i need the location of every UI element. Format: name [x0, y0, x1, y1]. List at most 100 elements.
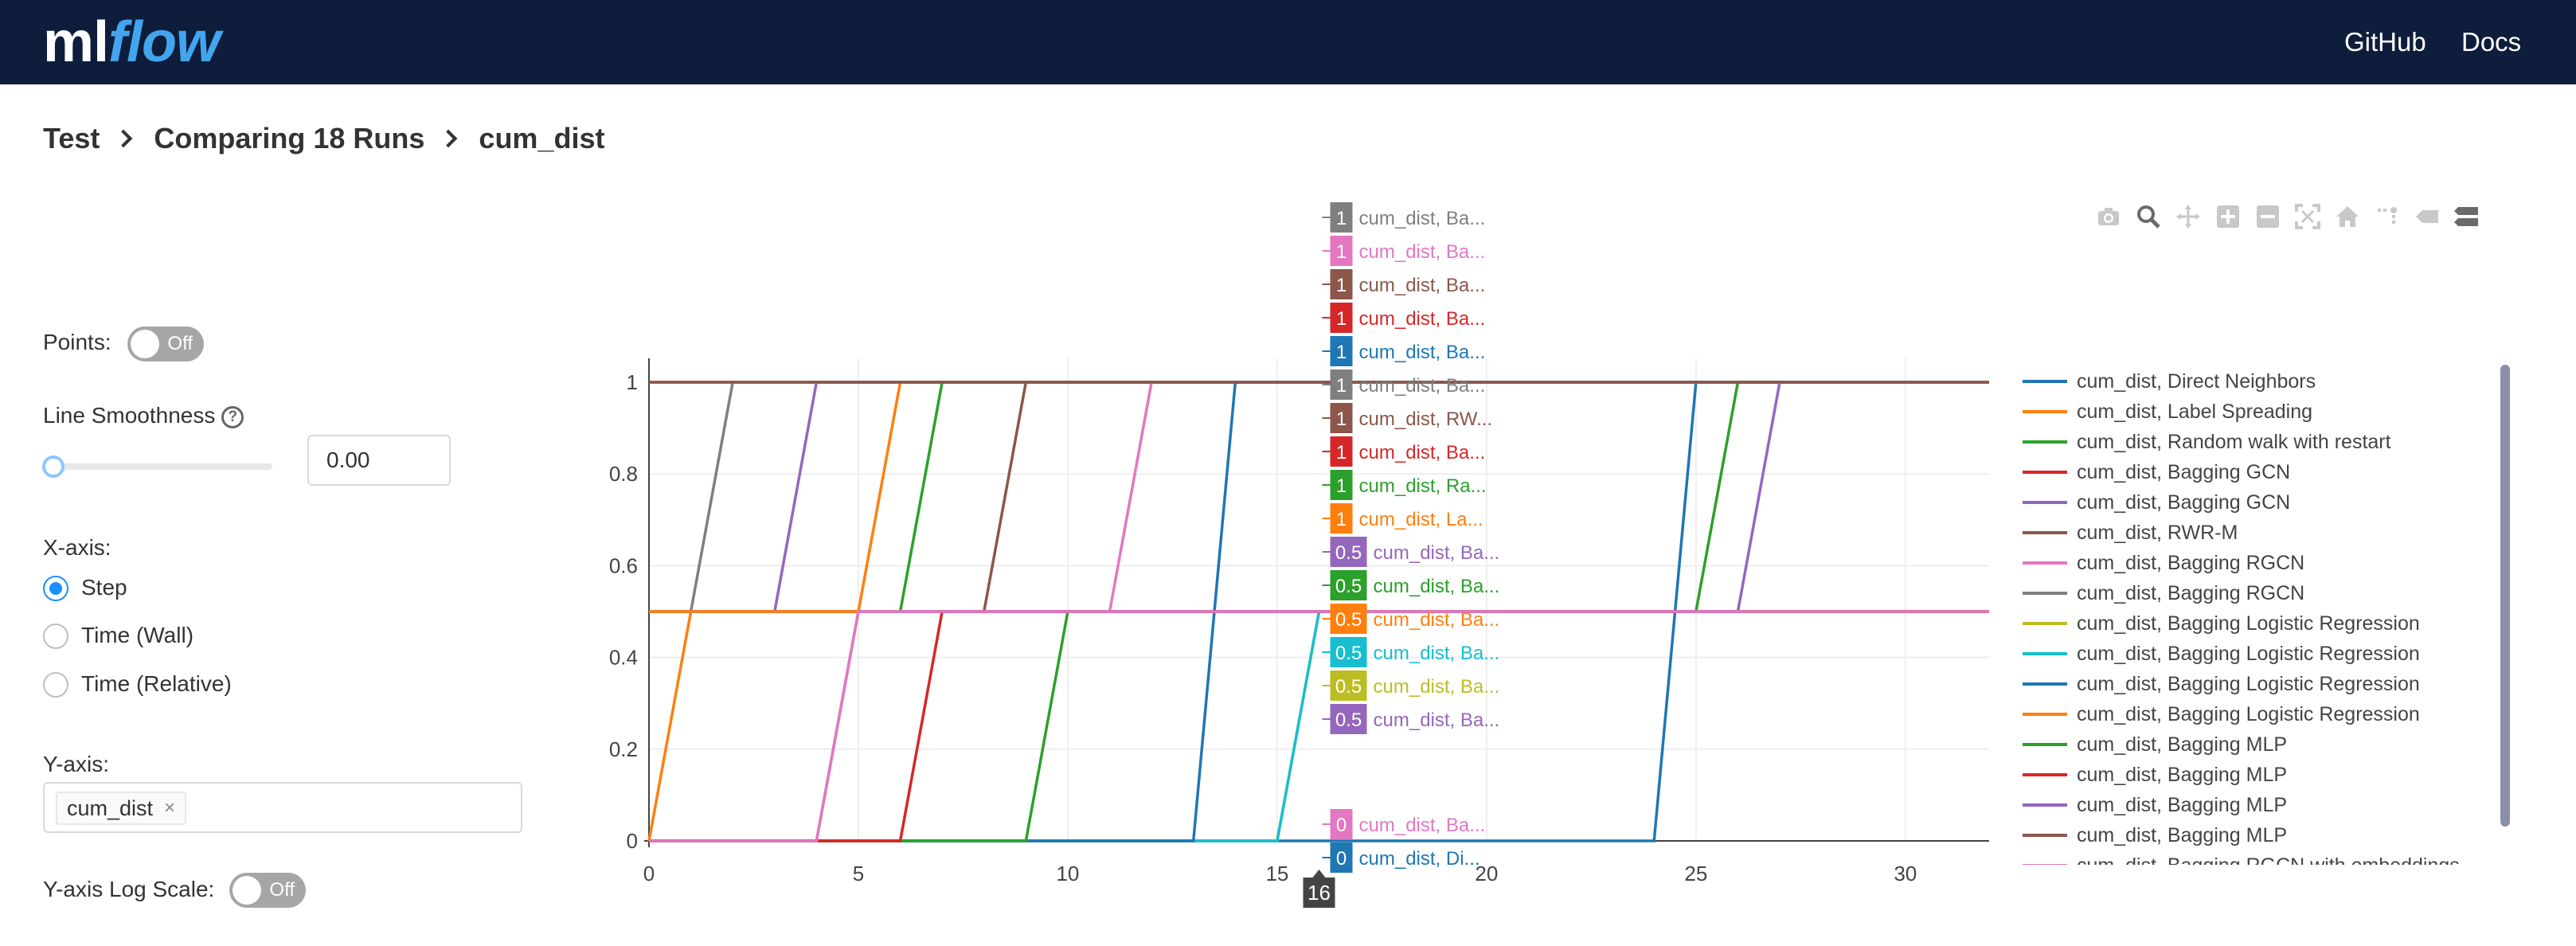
- github-link[interactable]: GitHub: [2344, 27, 2426, 57]
- legend-item[interactable]: cum_dist, Label Spreading: [2023, 397, 2312, 427]
- x-tick-label: 20: [1475, 862, 1498, 885]
- legend-item[interactable]: cum_dist, Random walk with restart: [2023, 427, 2391, 457]
- legend-item[interactable]: cum_dist, Bagging MLP: [2023, 820, 2287, 850]
- y-tick-label: 0.8: [609, 462, 638, 486]
- x-tick-label: 25: [1684, 862, 1707, 885]
- points-toggle-label: Off: [167, 333, 193, 354]
- hover-compare-icon[interactable]: [2453, 202, 2481, 231]
- legend-item[interactable]: cum_dist, Bagging RGCN: [2023, 578, 2304, 608]
- legend-item[interactable]: cum_dist, Bagging MLP: [2023, 729, 2287, 760]
- xaxis-relative-radio[interactable]: [43, 672, 68, 698]
- legend-label: cum_dist, Bagging RGCN: [2077, 581, 2305, 604]
- y-axis-label: Y-axis:: [43, 752, 110, 776]
- hover-series-label: cum_dist, Ba...: [1374, 576, 1500, 597]
- pan-icon[interactable]: [2174, 202, 2203, 231]
- plot-modebar: [2094, 202, 2481, 231]
- log-scale-toggle-label: Off: [269, 879, 295, 901]
- points-toggle[interactable]: Off: [127, 326, 204, 362]
- legend-swatch: [2023, 501, 2067, 504]
- legend-item[interactable]: cum_dist, Bagging Logistic Regression: [2023, 699, 2420, 729]
- legend-item[interactable]: cum_dist, Bagging Logistic Regression: [2023, 639, 2420, 669]
- hover-value: 0.5: [1335, 542, 1362, 564]
- legend-item[interactable]: cum_dist, Bagging MLP: [2023, 760, 2287, 790]
- x-axis-label: X-axis:: [43, 535, 111, 560]
- zoom-out-icon[interactable]: [2254, 202, 2282, 231]
- smoothness-input[interactable]: 0.00: [307, 435, 451, 486]
- legend-swatch: [2023, 682, 2067, 686]
- hover-value-box: [1330, 436, 1353, 467]
- question-circle-icon[interactable]: ?: [221, 405, 244, 428]
- x-tick-label: 0: [643, 862, 655, 885]
- log-scale-label: Y-axis Log Scale:: [43, 877, 215, 901]
- reset-axes-icon[interactable]: [2333, 202, 2362, 231]
- breadcrumb-experiment[interactable]: Test: [43, 122, 100, 154]
- hover-series-label: cum_dist, RW...: [1359, 408, 1493, 430]
- legend-item[interactable]: cum_dist, Bagging MLP: [2023, 790, 2287, 820]
- series-line-5: [649, 381, 1989, 613]
- zoom-in-icon[interactable]: [2214, 202, 2242, 231]
- hover-x-box: [1303, 878, 1335, 908]
- hover-value-box: [1330, 842, 1353, 873]
- camera-icon[interactable]: [2094, 202, 2123, 231]
- hover-value-box: [1330, 403, 1353, 433]
- toggle-knob: [233, 876, 261, 905]
- chart-series: [647, 381, 1989, 842]
- mlflow-logo[interactable]: mlflow: [43, 5, 221, 80]
- legend-swatch: [2023, 713, 2067, 716]
- legend-swatch: [2023, 561, 2067, 565]
- close-icon[interactable]: ×: [164, 797, 176, 819]
- legend-swatch: [2023, 622, 2067, 625]
- breadcrumb-compare-runs[interactable]: Comparing 18 Runs: [154, 122, 425, 154]
- hover-series-label: cum_dist, Ba...: [1374, 542, 1500, 564]
- xaxis-relative-label[interactable]: Time (Relative): [81, 671, 232, 696]
- hover-value-box: [1330, 470, 1353, 500]
- log-scale-toggle[interactable]: Off: [229, 873, 306, 908]
- smoothness-slider-track[interactable]: [53, 463, 272, 470]
- hover-value-box: [1330, 570, 1367, 600]
- hover-series-label: cum_dist, La...: [1359, 509, 1483, 530]
- legend-item[interactable]: cum_dist, Bagging RGCN: [2023, 548, 2304, 578]
- hover-series-label: cum_dist, Ba...: [1359, 342, 1486, 363]
- legend-swatch: [2023, 440, 2067, 444]
- autoscale-icon[interactable]: [2293, 202, 2322, 231]
- hover-value: 1: [1336, 475, 1347, 497]
- legend-swatch: [2023, 471, 2067, 474]
- zoom-icon[interactable]: [2134, 202, 2163, 231]
- legend-item[interactable]: cum_dist, Direct Neighbors: [2023, 366, 2316, 397]
- legend-label: cum_dist, Random walk with restart: [2077, 430, 2391, 453]
- legend-item[interactable]: cum_dist, Bagging RGCN with embeddings: [2023, 850, 2460, 865]
- hover-series-label: cum_dist, Ba...: [1374, 643, 1500, 664]
- legend-item[interactable]: cum_dist, RWR-M: [2023, 518, 2238, 548]
- points-label: Points:: [43, 330, 111, 354]
- legend-label: cum_dist, Bagging Logistic Regression: [2077, 702, 2420, 725]
- legend-swatch: [2023, 834, 2067, 837]
- smoothness-slider-handle[interactable]: [42, 455, 64, 478]
- xaxis-step-radio[interactable]: [43, 576, 68, 601]
- xaxis-wall-label[interactable]: Time (Wall): [81, 623, 194, 647]
- hover-series-label: cum_dist, Ba...: [1359, 241, 1486, 263]
- y-tick-label: 0: [627, 829, 638, 853]
- hover-value: 0.5: [1335, 710, 1362, 731]
- legend-item[interactable]: cum_dist, Bagging GCN: [2023, 487, 2290, 518]
- y-axis-metric-select[interactable]: cum_dist ×: [43, 782, 522, 833]
- docs-link[interactable]: Docs: [2461, 27, 2522, 57]
- spike-lines-icon[interactable]: [2373, 202, 2402, 231]
- hover-value-box: [1330, 269, 1353, 299]
- hover-series-label: cum_dist, Ba...: [1359, 375, 1486, 397]
- legend-label: cum_dist, Bagging MLP: [2077, 823, 2288, 846]
- hover-value: 1: [1336, 342, 1347, 363]
- chart-legend: cum_dist, Direct Neighbors cum_dist, Labe…: [2023, 366, 2500, 865]
- legend-item[interactable]: cum_dist, Bagging GCN: [2023, 457, 2290, 487]
- hover-series-label: cum_dist, Ba...: [1359, 815, 1486, 836]
- series-line-8: [649, 381, 1989, 613]
- legend-item[interactable]: cum_dist, Bagging Logistic Regression: [2023, 608, 2420, 639]
- hover-closest-icon[interactable]: [2413, 202, 2441, 231]
- xaxis-wall-radio[interactable]: [43, 624, 68, 649]
- legend-scrollbar[interactable]: [2500, 365, 2510, 827]
- hover-value: 1: [1336, 275, 1347, 296]
- legend-item[interactable]: cum_dist, Bagging Logistic Regression: [2023, 669, 2420, 699]
- hover-value-box: [1330, 336, 1353, 366]
- xaxis-step-label[interactable]: Step: [81, 575, 127, 600]
- hover-x-label: 16: [1308, 881, 1331, 905]
